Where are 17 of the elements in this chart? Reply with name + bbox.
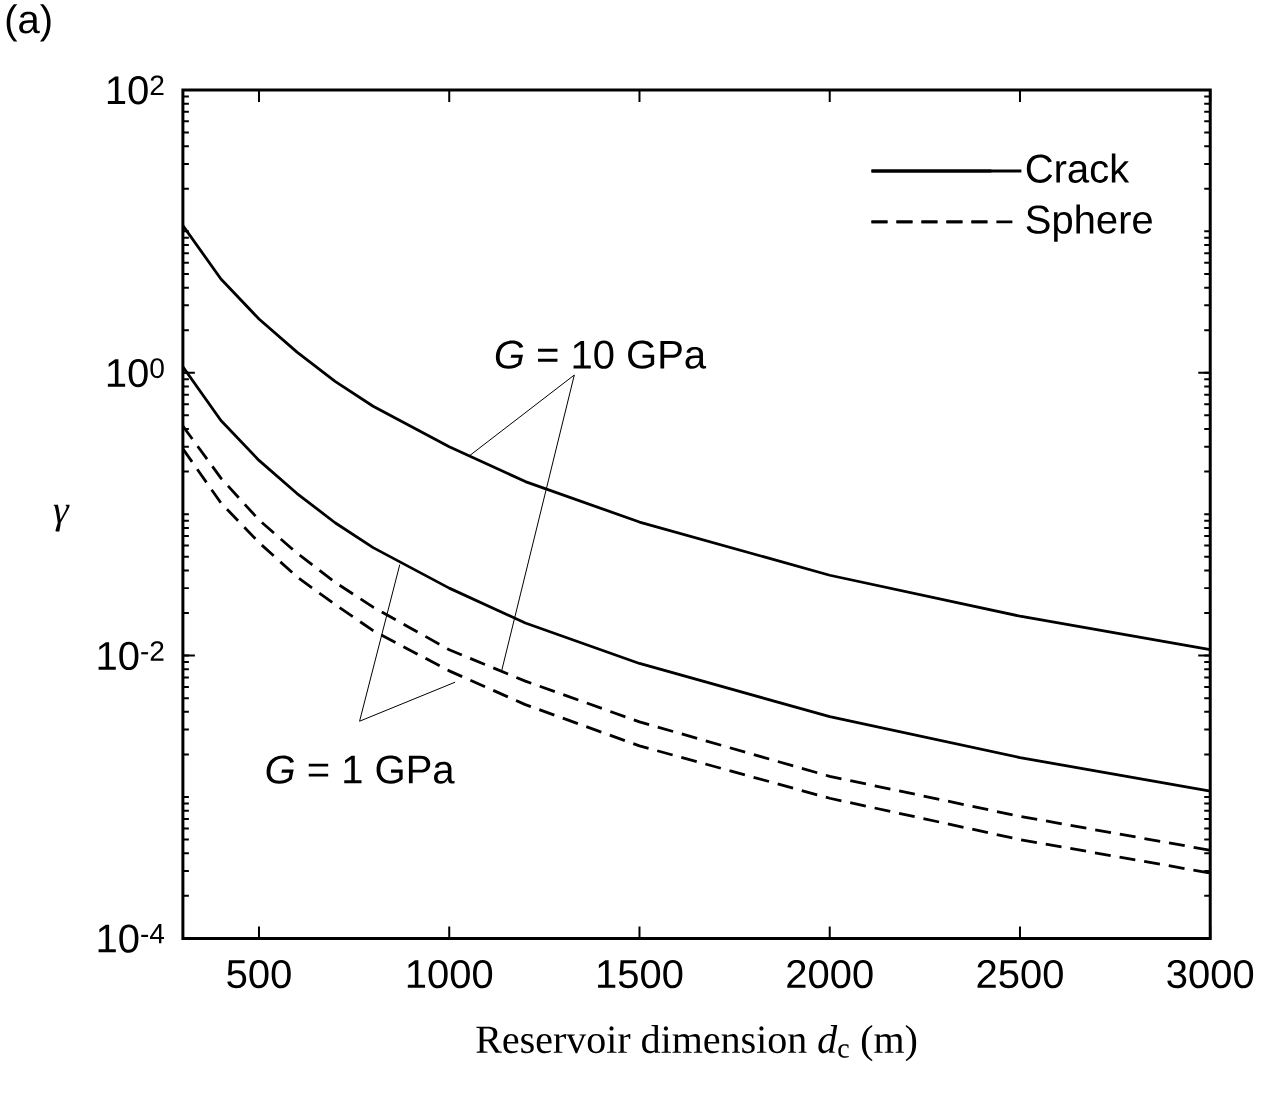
x-tick-label: 1000 — [407, 959, 493, 989]
annotation: G = 1 GPa — [266, 755, 455, 784]
x-axis-title: Reservoir dimension d$_{c}$ (m) — [476, 1024, 917, 1062]
x-tick-label: 3000 — [1167, 959, 1254, 989]
x-tick-label: 2500 — [977, 959, 1063, 989]
y-tick-label: 10$^{0}$ — [107, 358, 164, 388]
x-tick-label: 500 — [227, 959, 291, 989]
y-tick-label: 10$^{-4}$ — [98, 923, 165, 953]
y-tick-label: 10$^{-2}$ — [98, 640, 164, 670]
text: (a) — [6, 4, 51, 42]
legend-label: Sphere — [1026, 204, 1152, 242]
y-tick-label: 10$^{2}$ — [107, 75, 164, 105]
legend-label: Crack — [1026, 153, 1130, 183]
x-tick-label: 1500 — [598, 959, 683, 989]
y-axis-title: γ — [53, 504, 70, 532]
annotation: G = 10 GPa — [495, 340, 707, 369]
x-tick-label: 2000 — [787, 959, 873, 989]
